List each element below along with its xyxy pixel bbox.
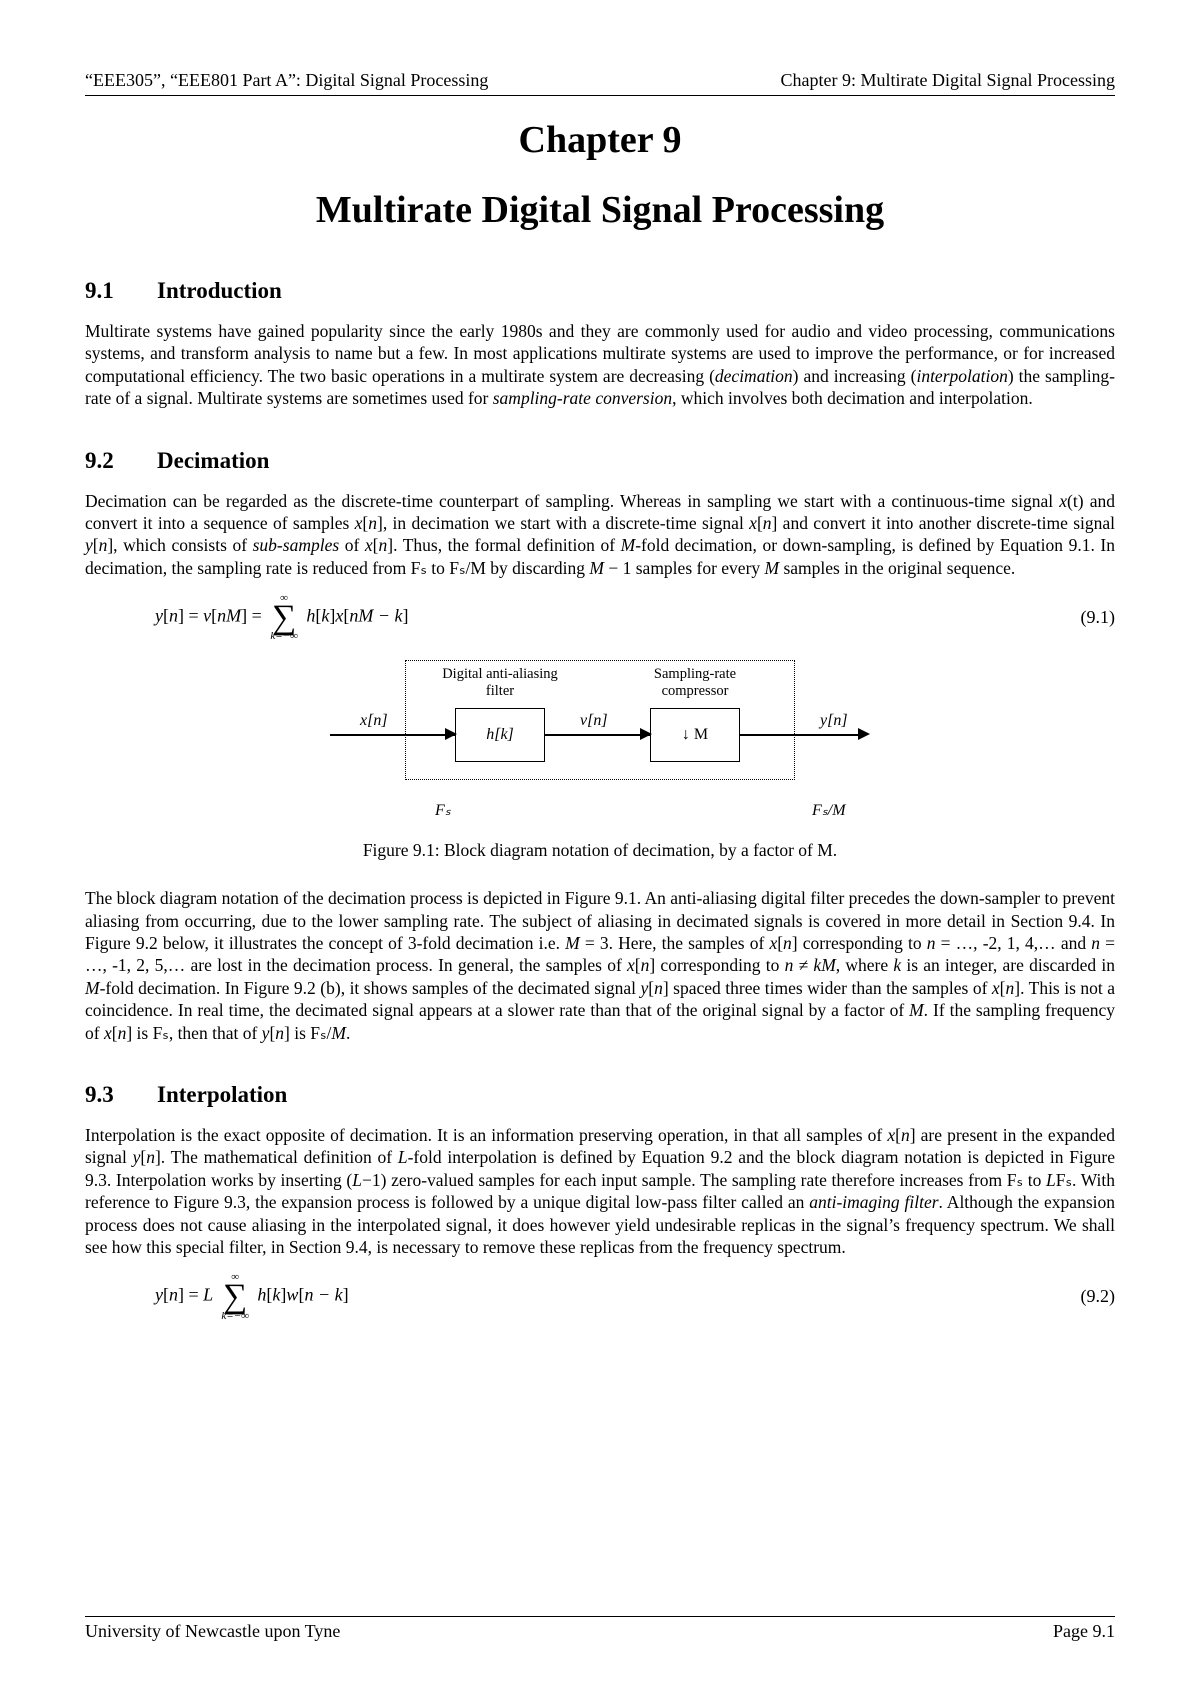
section-number: 9.1	[85, 278, 157, 304]
signal-xn-label: x[n]	[360, 712, 388, 730]
equation-number: (9.2)	[1055, 1286, 1115, 1307]
section-9-2-p2: The block diagram notation of the decima…	[85, 887, 1115, 1044]
section-title: Introduction	[157, 278, 282, 303]
arrowhead-icon	[858, 728, 870, 740]
footer-right: Page 9.1	[1053, 1621, 1115, 1642]
figure-caption: Figure 9.1: Block diagram notation of de…	[85, 840, 1115, 861]
section-title: Interpolation	[157, 1082, 287, 1107]
arrowhead-icon	[640, 728, 652, 740]
section-9-3-heading: 9.3Interpolation	[85, 1082, 1115, 1108]
arrowhead-icon	[445, 728, 457, 740]
rate-fs-label: Fₛ	[435, 800, 451, 820]
chapter-title: Multirate Digital Signal Processing	[85, 188, 1115, 232]
signal-vn-label: v[n]	[580, 712, 608, 730]
footer-left: University of Newcastle upon Tyne	[85, 1621, 340, 1642]
downsample-block: ↓ M	[650, 708, 740, 762]
filter-label: Digital anti-aliasing filter	[430, 666, 570, 699]
rate-fsm-label: Fₛ/M	[812, 800, 846, 820]
signal-yn-label: y[n]	[820, 712, 848, 730]
figure-9-1: Digital anti-aliasing filter Sampling-ra…	[85, 660, 1115, 861]
section-number: 9.3	[85, 1082, 157, 1108]
page-footer: University of Newcastle upon Tyne Page 9…	[85, 1616, 1115, 1642]
section-9-2-p1: Decimation can be regarded as the discre…	[85, 490, 1115, 580]
compressor-label: Sampling-rate compressor	[625, 666, 765, 699]
section-9-3-p1: Interpolation is the exact opposite of d…	[85, 1124, 1115, 1258]
chapter-number: Chapter 9	[85, 118, 1115, 162]
section-title: Decimation	[157, 448, 269, 473]
section-9-1-heading: 9.1Introduction	[85, 278, 1115, 304]
equation-number: (9.1)	[1055, 607, 1115, 628]
header-right: Chapter 9: Multirate Digital Signal Proc…	[781, 70, 1115, 91]
signal-line	[330, 734, 455, 736]
equation-9-1: y[n] = v[nM] = ∞∑k=−∞ h[k]x[nM − k] (9.1…	[85, 593, 1115, 642]
section-9-2-heading: 9.2Decimation	[85, 448, 1115, 474]
header-left: “EEE305”, “EEE801 Part A”: Digital Signa…	[85, 70, 488, 91]
section-number: 9.2	[85, 448, 157, 474]
page-header: “EEE305”, “EEE801 Part A”: Digital Signa…	[85, 70, 1115, 96]
block-diagram: Digital anti-aliasing filter Sampling-ra…	[320, 660, 880, 820]
signal-line	[740, 734, 860, 736]
signal-line	[545, 734, 650, 736]
filter-block: h[k]	[455, 708, 545, 762]
equation-9-2: y[n] = L ∞∑k=−∞ h[k]w[n − k] (9.2)	[85, 1272, 1115, 1321]
section-9-1-body: Multirate systems have gained popularity…	[85, 320, 1115, 410]
